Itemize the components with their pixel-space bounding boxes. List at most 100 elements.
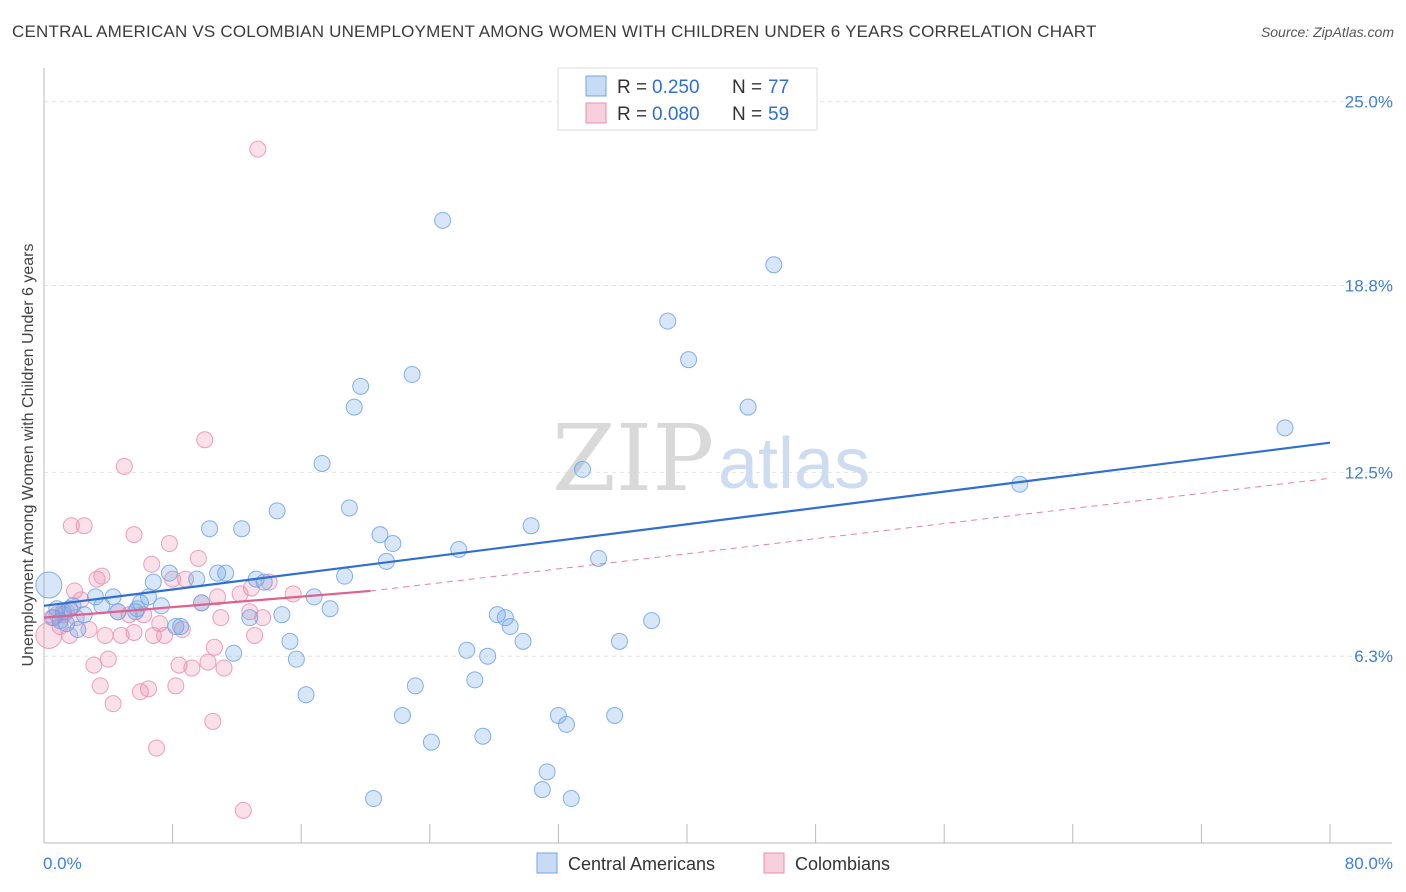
central-americans-point [321, 600, 339, 618]
central-americans-point [167, 618, 185, 636]
central-americans-point [69, 621, 87, 639]
bottom-legend: Central Americans Colombians [536, 852, 890, 874]
central-americans-point [233, 520, 251, 538]
colombians-point [254, 609, 272, 627]
colombians-point [215, 659, 233, 677]
central-americans-point [533, 781, 551, 799]
central-americans-point [659, 312, 677, 330]
colombians-point [170, 656, 188, 674]
central-americans-point [466, 671, 484, 689]
central-americans-point [522, 517, 540, 535]
central-americans-point [590, 549, 608, 567]
y-tick-label-3: 25.0% [1345, 93, 1393, 112]
central-americans-point [538, 763, 556, 781]
colombians-points [35, 140, 302, 819]
central-americans-point [144, 573, 162, 591]
colombians-trendline [43, 589, 371, 619]
central-americans-point [434, 211, 452, 229]
central-americans-point [406, 677, 424, 695]
colombians-point [284, 585, 302, 603]
central-americans-point [297, 686, 315, 704]
legend-swatch-pink [585, 102, 607, 124]
colombians-point [189, 549, 207, 567]
central-americans-point [217, 564, 235, 582]
central-americans-point [610, 632, 628, 650]
central-americans-point [562, 790, 580, 808]
colombians-point [234, 801, 252, 819]
watermark-atlas: atlas [718, 424, 870, 504]
legend-box: R = 0.250 N = 77 R = 0.080 N = 59 [557, 67, 818, 131]
colombians-point [125, 526, 143, 544]
colombians-point [139, 680, 157, 698]
bottom-legend-label-central-americans: Central Americans [568, 854, 715, 874]
legend-r-label-2: R = [617, 104, 647, 125]
watermark: ZIP atlas [552, 405, 870, 512]
central-americans-point [365, 790, 383, 808]
central-americans-point [739, 398, 757, 416]
colombians-point [91, 677, 109, 695]
colombians-point [204, 712, 222, 730]
central-americans-point [287, 650, 305, 668]
central-americans-point [393, 707, 411, 724]
colombians-point [85, 656, 103, 674]
central-americans-point [86, 588, 104, 606]
colombians-point [66, 582, 84, 600]
colombians-point [160, 535, 178, 553]
legend-r-value-2: 0.080 [652, 104, 700, 125]
source-label: Source: ZipAtlas.com [1260, 24, 1394, 40]
colombians-point [115, 457, 133, 475]
central-americans-point [606, 707, 624, 724]
central-americans-point [152, 597, 170, 615]
central-americans-point [340, 499, 358, 517]
central-americans-point [193, 594, 211, 612]
colombians-point [167, 677, 185, 695]
colombians-point [196, 431, 214, 449]
central-americans-point [268, 502, 286, 520]
legend-n-label-2: N = [732, 104, 762, 125]
central-americans-point [474, 727, 492, 745]
colombians-point [93, 567, 111, 585]
central-americans-point [458, 641, 476, 659]
central-americans-point [422, 733, 440, 751]
central-americans-point [61, 600, 79, 618]
central-americans-trendline [43, 441, 1331, 607]
x-tick-label-0: 0.0% [43, 854, 82, 873]
colombians-point [212, 609, 230, 627]
legend-swatch-blue [585, 75, 607, 97]
central-americans-point [450, 540, 468, 558]
colombians-point [156, 626, 174, 644]
colombians-point [143, 555, 161, 573]
central-americans-point [336, 567, 354, 585]
colombians-point [75, 517, 93, 535]
y-tick-labels: 6.3% 12.5% 18.8% 25.0% [1345, 93, 1393, 666]
legend-n-label-1: N = [732, 77, 762, 98]
colombians-point [183, 659, 201, 677]
central-americans-point [643, 612, 661, 630]
central-americans-point [574, 460, 592, 478]
bottom-legend-swatch-pink [763, 852, 785, 874]
trendlines [43, 441, 1331, 619]
colombians-point [62, 517, 80, 535]
x-tick-labels: 0.0% 80.0% [43, 854, 1393, 873]
legend-r-value-1: 0.250 [652, 77, 700, 98]
colombians-point [249, 140, 267, 158]
colombians-point [99, 650, 117, 668]
colombians-point [205, 638, 223, 656]
watermark-zip: ZIP [552, 405, 714, 512]
central-americans-point [479, 647, 497, 665]
legend-n-value-2: 59 [768, 104, 789, 125]
colombians-point [148, 739, 166, 757]
legend-n-value-1: 77 [768, 77, 789, 98]
central-americans-point [313, 454, 331, 472]
central-americans-point [680, 351, 698, 369]
colombians-trendline-extension [370, 477, 1331, 592]
central-americans-point [765, 256, 783, 274]
y-tick-label-0: 6.3% [1354, 647, 1393, 666]
central-americans-point [403, 366, 421, 384]
central-americans-point [501, 618, 519, 636]
y-tick-label-2: 18.8% [1345, 277, 1393, 296]
colombians-point [209, 588, 227, 606]
colombians-point [112, 626, 130, 644]
y-tick-label-1: 12.5% [1345, 463, 1393, 482]
